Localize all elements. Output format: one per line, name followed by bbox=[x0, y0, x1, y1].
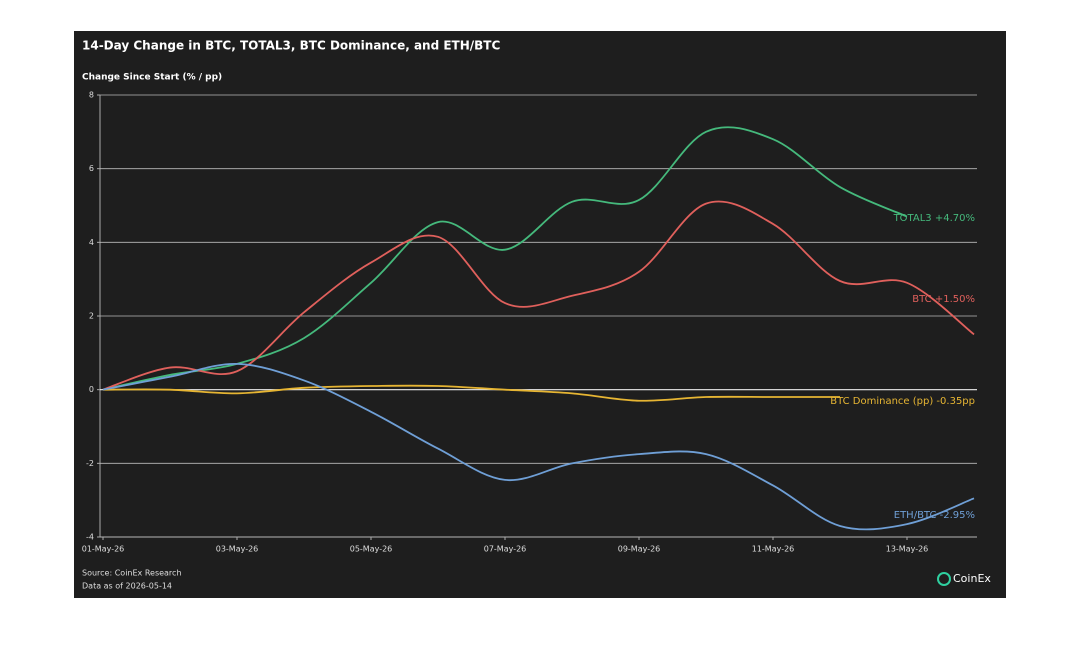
y-axis-label: Change Since Start (% / pp) bbox=[82, 73, 222, 83]
y-tick-label: 4 bbox=[89, 238, 94, 247]
y-tick-label: -4 bbox=[86, 533, 94, 542]
x-tick-label: 07-May-26 bbox=[484, 545, 527, 554]
brand-logo bbox=[937, 572, 951, 586]
panel bbox=[74, 31, 1006, 598]
data-date: Data as of 2026-05-14 bbox=[82, 582, 172, 591]
x-tick-label: 01-May-26 bbox=[82, 545, 125, 554]
y-tick-label: 6 bbox=[89, 164, 94, 173]
y-tick-label: -2 bbox=[86, 459, 94, 468]
y-tick-label: 0 bbox=[89, 385, 94, 394]
series-label: BTC Dominance (pp) -0.35pp bbox=[830, 396, 975, 407]
x-tick-label: 13-May-26 bbox=[886, 545, 929, 554]
series-line bbox=[102, 362, 975, 531]
brand: CoinEx bbox=[953, 572, 991, 585]
chart-title: 14-Day Change in BTC, TOTAL3, BTC Domina… bbox=[82, 39, 500, 53]
x-tick-label: 05-May-26 bbox=[350, 545, 393, 554]
series-line bbox=[102, 384, 840, 402]
x-tick-label: 09-May-26 bbox=[618, 545, 661, 554]
series-label: ETH/BTC -2.95% bbox=[894, 510, 975, 521]
series-label: BTC +1.50% bbox=[912, 294, 975, 305]
series-label: TOTAL3 +4.70% bbox=[893, 213, 975, 224]
y-tick-label: 2 bbox=[89, 312, 94, 321]
y-tick-label: 8 bbox=[89, 91, 94, 100]
series-line bbox=[102, 200, 975, 391]
x-tick-label: 03-May-26 bbox=[216, 545, 259, 554]
source: Source: CoinEx Research bbox=[82, 569, 182, 578]
x-tick-label: 11-May-26 bbox=[752, 545, 795, 554]
